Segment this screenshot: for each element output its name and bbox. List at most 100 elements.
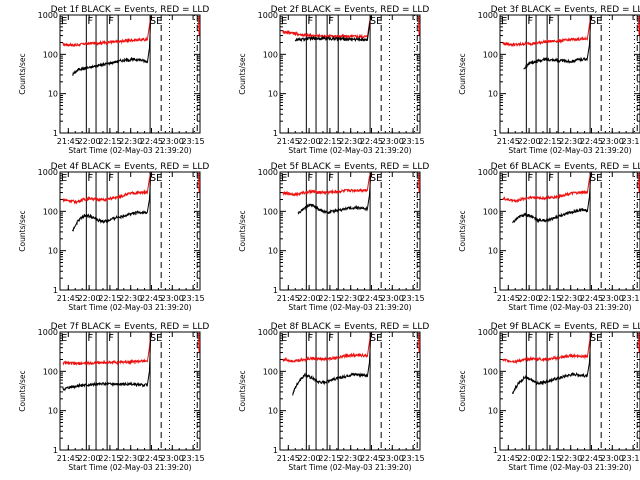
series-lld-line — [502, 172, 592, 204]
x-tick-label: 21:45 — [277, 454, 300, 463]
panel-6: Det 6f BLACK = Events, RED = LLD 1 10 100 10… — [458, 162, 640, 312]
panel-title: Det 4f BLACK = Events, RED = LLD — [51, 162, 210, 172]
flag-label: E — [501, 16, 507, 27]
x-tick-label: 22:15 — [318, 454, 341, 463]
y-tick-label: 1 — [53, 446, 58, 455]
flag-label: SE — [590, 16, 603, 27]
flag-label: F — [87, 173, 93, 184]
y-axis-label: Counts/sec — [238, 210, 247, 251]
series-lld-end-spike — [638, 332, 640, 353]
y-axis-label: Counts/sec — [458, 53, 467, 94]
panel-title: Det 3f BLACK = Events, RED = LLD — [491, 5, 640, 15]
y-tick-label: 100 — [43, 367, 58, 376]
x-tick-label: 22:30 — [119, 454, 142, 463]
x-tick-label: 23:00 — [601, 137, 624, 146]
flag-label: E — [281, 16, 287, 27]
y-tick-label: 10 — [48, 407, 58, 416]
x-tick-label: 23:15 — [402, 454, 425, 463]
flag-label: SE — [370, 16, 383, 27]
y-tick-label: 100 — [483, 207, 498, 216]
x-tick-label: 22:30 — [119, 137, 142, 146]
flag-label: E — [61, 16, 67, 27]
y-axis-label: Counts/sec — [18, 370, 27, 411]
x-axis-label: Start Time (02-May-03 21:39:20) — [68, 463, 191, 472]
x-tick-label: 23:15 — [622, 137, 640, 146]
plot-frame — [499, 14, 640, 134]
flag-label: SE — [150, 173, 163, 184]
x-tick-label: 23:15 — [622, 454, 640, 463]
y-tick-label: 100 — [263, 207, 278, 216]
y-tick-label: 1000 — [478, 328, 498, 337]
x-tick-label: 22:00 — [518, 137, 541, 146]
flag-label: E — [281, 173, 287, 184]
y-tick-label: 1000 — [478, 168, 498, 177]
x-tick-label: 22:00 — [298, 294, 321, 303]
x-tick-label: 22:45 — [580, 137, 603, 146]
series-lld-line — [282, 172, 372, 198]
x-tick-label: 23:15 — [402, 294, 425, 303]
x-tick-label: 22:15 — [538, 294, 561, 303]
panel-7: Det 7f BLACK = Events, RED = LLD 1 10 100 10… — [18, 322, 209, 472]
y-tick-label: 1000 — [38, 328, 58, 337]
x-tick-label: 22:30 — [559, 294, 582, 303]
y-tick-label: 1000 — [258, 328, 278, 337]
series-events-line — [292, 332, 372, 396]
flag-label: F — [328, 333, 334, 344]
x-tick-label: 22:30 — [339, 294, 362, 303]
x-tick-label: 23:00 — [161, 137, 184, 146]
y-tick-label: 100 — [263, 367, 278, 376]
flag-label: E — [501, 173, 507, 184]
series-events-line — [62, 332, 152, 391]
y-axis-label: Counts/sec — [18, 210, 27, 251]
flag-label: SE — [370, 333, 383, 344]
y-tick-label: 1 — [493, 129, 498, 138]
x-tick-label: 22:45 — [580, 294, 603, 303]
x-tick-label: 22:15 — [98, 454, 121, 463]
series-events-line — [72, 15, 152, 77]
y-tick-label: 1 — [273, 446, 278, 455]
y-tick-label: 1000 — [258, 168, 278, 177]
y-tick-label: 10 — [488, 90, 498, 99]
y-tick-label: 10 — [268, 247, 278, 256]
plot-frame — [279, 14, 421, 134]
flag-label: SE — [590, 333, 603, 344]
x-tick-label: 22:30 — [559, 454, 582, 463]
y-axis-label: Counts/sec — [458, 370, 467, 411]
y-tick-label: 100 — [263, 50, 278, 59]
panel-title: Det 5f BLACK = Events, RED = LLD — [271, 162, 430, 172]
flag-label: F — [108, 173, 114, 184]
x-axis-label: Start Time (02-May-03 21:39:20) — [508, 463, 631, 472]
x-tick-label: 22:45 — [580, 454, 603, 463]
x-tick-label: 22:15 — [538, 137, 561, 146]
series-events-line — [72, 172, 152, 232]
series-lld-end-spike — [198, 332, 201, 353]
x-tick-label: 23:00 — [601, 294, 624, 303]
x-tick-label: 22:00 — [518, 294, 541, 303]
y-tick-label: 10 — [268, 90, 278, 99]
x-tick-label: 22:15 — [318, 294, 341, 303]
y-tick-label: 10 — [48, 247, 58, 256]
y-axis-label: Counts/sec — [238, 370, 247, 411]
y-tick-label: 100 — [43, 50, 58, 59]
x-tick-label: 21:45 — [57, 454, 80, 463]
x-axis-label: Start Time (02-May-03 21:39:20) — [508, 146, 631, 155]
x-tick-label: 21:45 — [277, 294, 300, 303]
panel-title: Det 7f BLACK = Events, RED = LLD — [51, 322, 210, 332]
series-events-line — [512, 172, 592, 224]
series-lld-line — [62, 332, 152, 366]
series-lld-end-spike — [638, 172, 640, 193]
series-lld-end-spike — [418, 15, 421, 36]
x-tick-label: 22:45 — [360, 454, 383, 463]
x-tick-label: 21:45 — [497, 137, 520, 146]
y-tick-label: 1 — [493, 446, 498, 455]
x-tick-label: 23:00 — [381, 454, 404, 463]
panel-title: Det 8f BLACK = Events, RED = LLD — [271, 322, 430, 332]
series-lld-line — [502, 15, 592, 48]
y-tick-label: 1 — [53, 129, 58, 138]
y-tick-label: 1000 — [38, 11, 58, 20]
flag-label: E — [61, 333, 67, 344]
series-lld-end-spike — [638, 15, 640, 36]
x-tick-label: 22:45 — [140, 294, 163, 303]
flag-label: F — [548, 16, 554, 27]
x-tick-label: 22:00 — [518, 454, 541, 463]
